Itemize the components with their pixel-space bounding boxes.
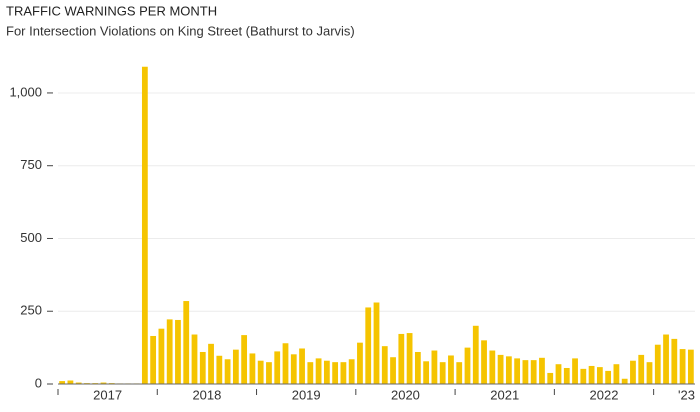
bar bbox=[216, 355, 223, 384]
bar bbox=[514, 358, 521, 384]
bar bbox=[464, 347, 471, 384]
bar bbox=[175, 319, 181, 384]
bar bbox=[563, 367, 570, 384]
bar bbox=[621, 378, 628, 384]
y-tick-label: 250 bbox=[20, 303, 42, 318]
x-tick-label: '23 bbox=[678, 387, 695, 402]
bar bbox=[323, 360, 330, 384]
bar bbox=[183, 301, 190, 384]
bar bbox=[340, 362, 347, 384]
bar bbox=[423, 361, 430, 384]
y-tick-label: 500 bbox=[20, 230, 42, 245]
chart-subtitle: For Intersection Violations on King Stre… bbox=[6, 23, 355, 38]
bar bbox=[456, 362, 463, 384]
y-tick-label: 0 bbox=[35, 375, 42, 390]
bar bbox=[357, 342, 363, 384]
bar bbox=[59, 381, 66, 384]
bar bbox=[290, 354, 297, 384]
bar bbox=[605, 370, 612, 384]
bar bbox=[398, 333, 405, 384]
bar bbox=[414, 351, 421, 384]
bar bbox=[67, 380, 74, 384]
bar bbox=[257, 360, 264, 384]
bar bbox=[448, 355, 454, 384]
bar bbox=[208, 343, 214, 384]
bar bbox=[315, 358, 322, 384]
bar bbox=[232, 349, 239, 384]
bar bbox=[100, 382, 107, 384]
bar bbox=[249, 353, 256, 384]
x-tick-label: 2019 bbox=[292, 387, 321, 402]
bar bbox=[365, 307, 372, 384]
x-tick-label: 2021 bbox=[490, 387, 519, 402]
bar bbox=[431, 350, 438, 384]
bar bbox=[150, 335, 157, 384]
bar bbox=[638, 354, 645, 384]
bar bbox=[373, 302, 380, 384]
bar bbox=[613, 364, 620, 384]
bar bbox=[75, 382, 82, 384]
bar bbox=[266, 362, 272, 384]
bar bbox=[199, 351, 206, 384]
bar bbox=[687, 349, 694, 384]
bar bbox=[307, 362, 314, 384]
bar bbox=[489, 350, 496, 384]
bar bbox=[588, 365, 595, 384]
bar bbox=[332, 362, 339, 384]
bar bbox=[472, 325, 479, 384]
bar bbox=[555, 364, 562, 384]
bar bbox=[481, 340, 487, 384]
bar bbox=[663, 334, 669, 384]
bar bbox=[580, 368, 587, 384]
bar bbox=[439, 362, 446, 384]
bar bbox=[381, 346, 388, 384]
bar bbox=[505, 356, 512, 384]
bar bbox=[141, 66, 148, 385]
bar bbox=[158, 328, 165, 384]
x-tick-label: 2022 bbox=[590, 387, 619, 402]
bar bbox=[274, 351, 281, 384]
bar bbox=[671, 338, 678, 384]
y-tick-label: 1,000 bbox=[9, 84, 42, 99]
bar bbox=[224, 359, 231, 384]
bar bbox=[572, 358, 578, 384]
x-tick-label: 2017 bbox=[93, 387, 122, 402]
bar bbox=[630, 360, 636, 384]
bar bbox=[191, 334, 198, 384]
bar bbox=[282, 343, 289, 384]
bar bbox=[539, 357, 545, 384]
bar bbox=[679, 349, 686, 384]
bar bbox=[299, 348, 305, 384]
bar bbox=[530, 360, 537, 384]
bar bbox=[406, 333, 413, 384]
bar bbox=[596, 367, 603, 384]
bar bbox=[348, 359, 355, 384]
chart-title: TRAFFIC WARNINGS PER MONTH bbox=[6, 3, 217, 18]
bar bbox=[654, 344, 661, 384]
bar bbox=[547, 372, 554, 384]
x-tick-label: 2018 bbox=[192, 387, 221, 402]
x-tick-label: 2020 bbox=[391, 387, 420, 402]
bar bbox=[390, 357, 396, 384]
y-tick-label: 750 bbox=[20, 157, 42, 172]
bar bbox=[166, 319, 173, 384]
bar bbox=[522, 360, 529, 384]
bar bbox=[497, 354, 504, 384]
bar bbox=[646, 362, 653, 384]
bar bbox=[241, 335, 248, 384]
